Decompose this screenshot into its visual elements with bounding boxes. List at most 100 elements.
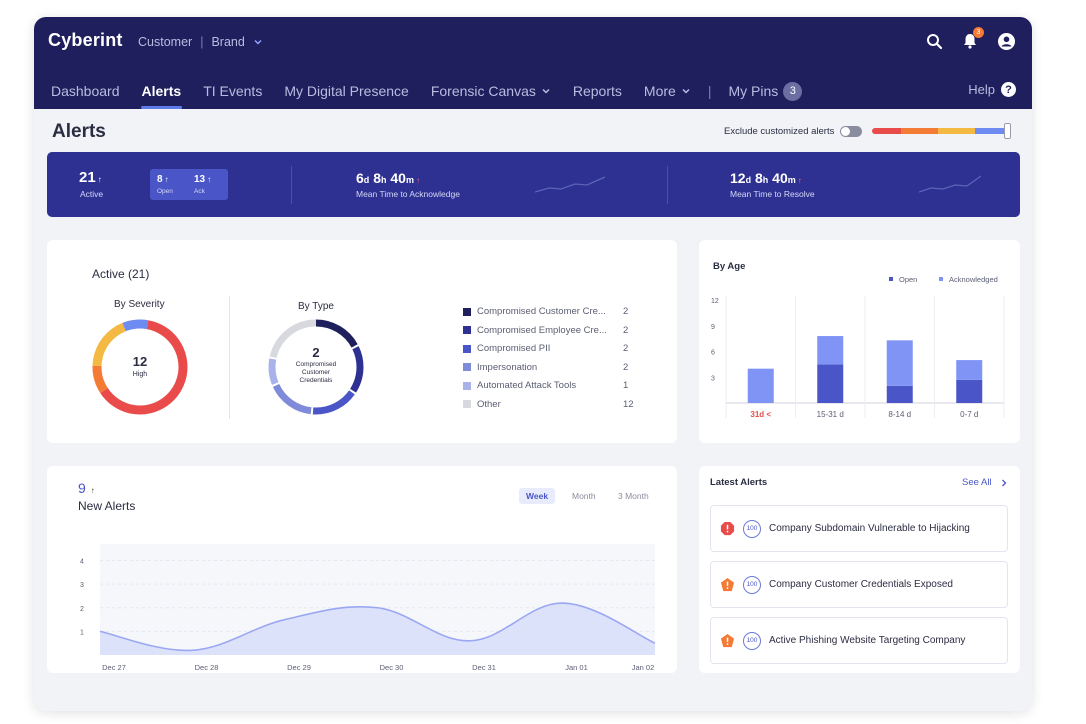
type-legend-item[interactable]: Impersonation 2 [463,361,628,373]
legend-swatch [463,344,471,353]
help-link[interactable]: Help ? [968,82,1016,97]
arrow-up-icon: ↑ [797,176,802,185]
nav-forensic-canvas-label: Forensic Canvas [430,83,536,99]
type-donut-label: Compromised Customer Credentials [265,361,367,385]
unit-h: h [762,175,769,185]
exclude-toggle[interactable] [840,126,863,137]
legend-swatch [463,400,471,408]
open-ack-box: 8 ↑ Open 13 ↑ Ack [150,169,228,200]
app-window: Cyberint Customer | Brand 3 Dashboard Al… [34,17,1032,711]
type-legend-item[interactable]: Compromised Customer Cre... 2 [463,306,628,317]
arrow-up-icon: ↑ [97,175,102,184]
nav-reports[interactable]: Reports [572,83,622,99]
area-fill [100,603,655,655]
chevron-down-icon [542,88,550,94]
area-line[interactable] [99,602,656,652]
mtta-sparkline [535,176,605,193]
bar-open[interactable] [817,364,844,403]
unit-h: h [380,175,387,185]
mttr-label: Mean Time to Resolve [730,189,815,199]
nav-my-pins[interactable]: My Pins 3 [717,73,813,109]
high-severity-icon [720,633,735,648]
x-tick-label: 15-31 d [817,410,844,419]
risk-score-badge: 100 [743,631,761,650]
latest-alerts-title: Latest Alerts [710,477,768,488]
nav-forensic-canvas[interactable]: Forensic Canvas [420,73,562,109]
y-tick-label: 4 [80,559,84,566]
tab-week[interactable]: Week [519,488,556,504]
arrow-up-icon: ↑ [164,175,169,184]
ack-value: 13 [194,174,206,185]
bar-open[interactable] [886,385,913,403]
card-divider [229,296,230,419]
legend-swatch [463,363,471,371]
nav-divider: | [707,83,712,99]
stats-banner: 21 ↑ Active 8 ↑ Open 13 ↑ Ack 6d 8h 40m ↑ Me… [47,152,1020,217]
exclude-label: Exclude customized alerts [724,126,835,137]
open-value: 8 [157,174,163,185]
type-legend-item[interactable]: Other 12 [463,399,634,410]
y-tick-label: 3 [711,375,715,382]
legend-label: Acknowledged [949,275,998,284]
legend-swatch [463,326,471,334]
legend-label: Impersonation [477,361,538,373]
bar-open[interactable] [956,379,983,403]
nav-more-label: More [643,83,676,99]
bar-acknowledged[interactable] [886,340,913,386]
y-tick-label: 1 [80,629,84,636]
user-avatar-icon[interactable] [996,31,1016,51]
bar-acknowledged[interactable] [956,360,983,380]
type-donut[interactable] [265,317,367,417]
severity-slider-handle[interactable] [1004,123,1011,139]
risk-score-badge: 100 [743,519,761,538]
y-tick-label: 9 [711,324,715,331]
see-all-link[interactable]: See All [962,477,1008,488]
mttr-minutes: 40 [772,170,788,186]
nav-my-digital-presence[interactable]: My Digital Presence [284,83,409,99]
type-legend-item[interactable]: Compromised PII 2 [463,343,628,354]
help-label: Help [968,82,995,97]
arrow-up-icon: ↑ [90,486,95,495]
nav-more[interactable]: More [633,73,702,109]
open-label: Open [157,188,173,195]
alert-item[interactable]: 100 Company Subdomain Vulnerable to Hijac… [710,505,1008,552]
breadcrumb: Customer | Brand [138,35,263,49]
new-alerts-title: New Alerts [78,499,136,513]
new-alerts-chart: 1 2 3 4 Dec 27 Dec 28 Dec 29 Dec 30 Dec 31 Jan 01… [80,544,656,672]
y-tick-label: 12 [711,298,719,305]
severity-donut[interactable] [90,317,190,417]
stats-divider [291,166,292,204]
nav-alerts[interactable]: Alerts [131,73,193,109]
type-legend-item[interactable]: Automated Attack Tools 1 [463,380,628,391]
alert-item[interactable]: 100 Active Phishing Website Targeting Com… [710,617,1008,664]
chevron-down-icon[interactable] [253,37,263,47]
logo: Cyberint [48,30,123,50]
tab-month[interactable]: Month [572,491,596,501]
severity-donut-label: High [132,371,148,378]
y-tick-label: 3 [80,582,84,589]
search-icon[interactable] [924,31,944,51]
stats-divider [667,166,668,204]
bar-acknowledged[interactable] [817,336,844,365]
severity-segment-medium [938,128,975,134]
severity-filter-bar[interactable] [872,128,1008,134]
type-legend-item[interactable]: Compromised Employee Cre... 2 [463,325,628,336]
nav-dashboard[interactable]: Dashboard [51,83,120,99]
bar-acknowledged[interactable] [747,368,774,403]
severity-donut-value: 12 [132,354,148,369]
x-tick-label: Jan 01 [565,663,588,672]
legend-label: Compromised Customer Cre... [477,306,606,317]
legend-value: 1 [623,380,629,391]
mttr-sparkline [919,175,981,193]
pins-count-badge: 3 [783,81,803,101]
arrow-up-icon: ↑ [415,176,420,185]
nav-ti-events[interactable]: TI Events [203,83,263,99]
mttr-days: 12 [730,170,746,186]
crumb-brand[interactable]: Brand [211,35,245,49]
mttr-value: 12d 8h 40m ↑ [730,170,802,186]
alert-item[interactable]: 100 Company Customer Credentials Exposed [710,561,1008,608]
bell-icon[interactable]: 3 [960,27,984,51]
active-count: 21 ↑ [79,169,102,186]
crumb-customer[interactable]: Customer [138,35,193,49]
tab-3-month[interactable]: 3 Month [618,491,649,501]
